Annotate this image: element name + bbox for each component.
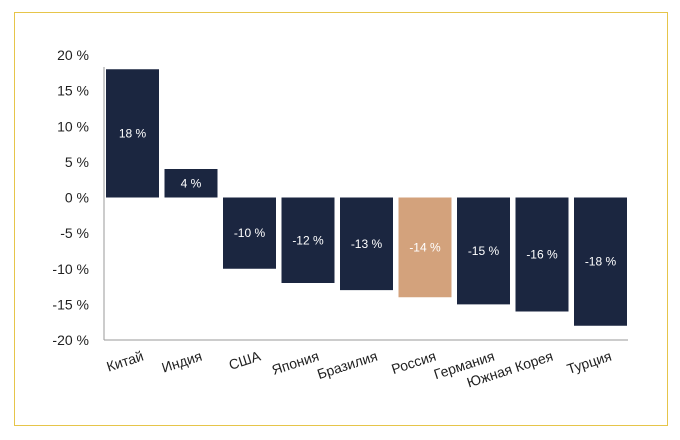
y-tick-label: -5 %	[60, 225, 89, 241]
bar	[340, 197, 393, 291]
y-tick-label: 20 %	[57, 47, 89, 63]
x-tick-label: Бразилия	[315, 348, 379, 383]
bar	[281, 197, 335, 283]
data-label: -18 %	[585, 255, 617, 269]
data-label: -16 %	[526, 248, 558, 262]
y-tick-label: -15 %	[52, 296, 89, 312]
bar	[515, 197, 569, 312]
data-label: 18 %	[119, 126, 147, 140]
data-label: -14 %	[409, 240, 441, 254]
bars: 18 % 4 % -10 % -12 % -13 % -14 % -15 % -16 % -18…	[106, 69, 627, 326]
x-tick-label: США	[227, 347, 263, 372]
x-tick-label: Индия	[160, 348, 204, 376]
data-label: -15 %	[468, 244, 500, 258]
data-label: -12 %	[292, 233, 324, 247]
bar	[457, 197, 510, 305]
y-tick-label: 15 %	[57, 83, 89, 99]
x-tick-label: Турция	[565, 348, 614, 377]
y-axis: 20 % 15 % 10 % 5 % 0 % -5 % -10 % -15 % -20 %	[52, 47, 105, 348]
x-tick-label: Россия	[389, 348, 438, 377]
data-label: -10 %	[234, 226, 266, 240]
bar	[398, 197, 452, 298]
y-tick-label: 5 %	[65, 154, 89, 170]
bar	[574, 197, 627, 326]
y-tick-label: 10 %	[57, 118, 89, 134]
y-tick-label: -20 %	[52, 332, 89, 348]
x-tick-label: Китай	[104, 348, 145, 375]
bar	[106, 69, 159, 198]
bar	[223, 197, 276, 269]
x-tick-label: Япония	[270, 348, 321, 378]
bar	[164, 169, 218, 198]
y-tick-label: 0 %	[65, 190, 89, 206]
data-label: 4 %	[181, 176, 202, 190]
y-tick-label: -10 %	[52, 261, 89, 277]
data-label: -13 %	[351, 237, 383, 251]
